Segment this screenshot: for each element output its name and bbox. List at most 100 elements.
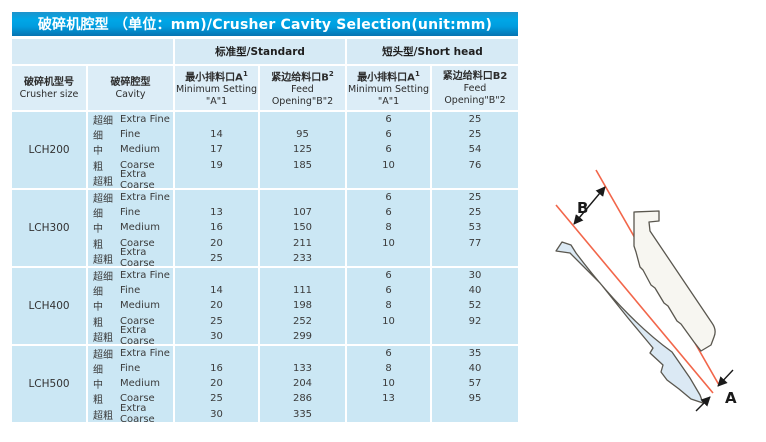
- cavity-cell: 粗 Coarse: [88, 235, 173, 251]
- cavity-cell: 中 Medium: [88, 142, 173, 158]
- standard-feed-opening: 252: [260, 313, 345, 329]
- shorthead-feed-opening: 40: [432, 283, 518, 299]
- cavity-en: Fine: [120, 363, 141, 375]
- standard-min-setting: 25: [175, 313, 258, 329]
- cavity-zh: 中: [93, 224, 103, 236]
- shorthead-min-setting: 8: [347, 298, 430, 314]
- cavity-zh: 细: [93, 287, 103, 299]
- standard-min-setting: 16: [175, 220, 258, 236]
- column-header-6: 紧边给料口B2 Feed Opening"B"2: [432, 66, 518, 110]
- dimension-a-label: A: [725, 389, 737, 407]
- standard-feed-opening: [260, 345, 345, 361]
- shorthead-feed-opening: 25: [432, 112, 518, 128]
- cavity-cell: 超粗 Extra Coarse: [88, 247, 173, 269]
- column-header-en: Feed: [463, 82, 487, 94]
- group-header-standard: 标准型/Standard: [175, 39, 345, 64]
- standard-min-setting: 16: [175, 361, 258, 377]
- shorthead-min-setting: 6: [347, 205, 430, 221]
- cavity-zh: 粗: [93, 317, 103, 329]
- crusher-cavity-diagram: B A: [555, 169, 737, 412]
- cavity-zh: 超细: [93, 349, 113, 361]
- standard-feed-opening: 185: [260, 157, 345, 173]
- shorthead-min-setting: [347, 250, 430, 266]
- cavity-zh: 超粗: [93, 410, 113, 422]
- shorthead-min-setting: [347, 406, 430, 422]
- standard-min-setting: 20: [175, 298, 258, 314]
- shorthead-min-setting: 6: [347, 189, 430, 206]
- standard-min-setting: [175, 189, 258, 206]
- standard-feed-opening: 299: [260, 328, 345, 344]
- column-header-1: 破碎机型号 Crusher size: [12, 66, 86, 110]
- cavity-en: Coarse: [120, 393, 155, 405]
- model-section-LCH200: LCH200 超细 Extra Fine 6 25 细 Fine 14 95 6 25 中 Medium…: [12, 112, 518, 191]
- standard-feed-opening: 107: [260, 205, 345, 221]
- standard-min-setting: 14: [175, 127, 258, 143]
- standard-feed-opening: 150: [260, 220, 345, 236]
- column-header-3: 最小排料口A1 Minimum Setting "A"1: [175, 66, 258, 110]
- cavity-zh: 细: [93, 209, 103, 221]
- shorthead-min-setting: 10: [347, 157, 430, 173]
- shorthead-min-setting: 13: [347, 391, 430, 407]
- cavity-en: Extra Fine: [120, 269, 170, 281]
- shorthead-min-setting: 8: [347, 220, 430, 236]
- standard-min-setting: 20: [175, 376, 258, 392]
- shorthead-feed-opening: 92: [432, 313, 518, 329]
- column-header-en: Minimum Setting: [347, 84, 430, 96]
- shorthead-min-setting: [347, 172, 430, 188]
- cavity-zh: 粗: [93, 161, 103, 173]
- cavity-en: Medium: [120, 222, 160, 234]
- shorthead-feed-opening: 76: [432, 157, 518, 173]
- shorthead-min-setting: 6: [347, 345, 430, 361]
- concave-liner-shape: [633, 210, 716, 352]
- standard-min-setting: 14: [175, 283, 258, 299]
- standard-min-setting: 17: [175, 142, 258, 158]
- cavity-cell: 粗 Coarse: [88, 157, 173, 173]
- column-header-en: Crusher size: [19, 88, 79, 100]
- cavity-cell: 超细 Extra Fine: [88, 189, 173, 206]
- model-section-LCH500: LCH500 超细 Extra Fine 6 35 细 Fine 16 133 8 40 中 Mediu…: [12, 345, 518, 425]
- model-cell: LCH300: [12, 189, 86, 266]
- standard-min-setting: 19: [175, 157, 258, 173]
- standard-feed-opening: [260, 112, 345, 128]
- standard-min-setting: [175, 172, 258, 188]
- cavity-zh: 细: [93, 131, 103, 143]
- standard-feed-opening: 95: [260, 127, 345, 143]
- cavity-en: Medium: [120, 144, 160, 156]
- column-header-5: 最小排料口A1 Minimum Setting "A"1: [347, 66, 430, 110]
- shorthead-feed-opening: [432, 328, 518, 344]
- standard-feed-opening: 335: [260, 406, 345, 422]
- cavity-cell: 超粗 Extra Coarse: [88, 403, 173, 425]
- cavity-en: Fine: [120, 285, 141, 297]
- model-section-LCH300: LCH300 超细 Extra Fine 6 25 细 Fine 13 107 6 25 中 Mediu…: [12, 189, 518, 269]
- cavity-en: Extra Fine: [120, 192, 170, 204]
- cavity-cell: 超细 Extra Fine: [88, 267, 173, 284]
- model-cell: LCH500: [12, 345, 86, 422]
- shorthead-min-setting: 8: [347, 361, 430, 377]
- shorthead-feed-opening: 25: [432, 189, 518, 206]
- standard-min-setting: 30: [175, 406, 258, 422]
- standard-min-setting: [175, 345, 258, 361]
- dimension-a-leader-upper: [717, 369, 734, 387]
- shorthead-feed-opening: 30: [432, 267, 518, 284]
- table-body: LCH200 超细 Extra Fine 6 25 细 Fine 14 95 6 25 中 Medium…: [12, 112, 518, 425]
- dimension-b-label: B: [577, 199, 588, 217]
- shorthead-feed-opening: [432, 406, 518, 422]
- cavity-zh: 超细: [93, 271, 113, 283]
- cavity-en: Extra Fine: [120, 114, 170, 126]
- standard-feed-opening: [260, 267, 345, 284]
- shorthead-feed-opening: 95: [432, 391, 518, 407]
- feed-opening-line-left: [555, 204, 714, 394]
- standard-feed-opening: 133: [260, 361, 345, 377]
- cavity-cell: 超粗 Extra Coarse: [88, 169, 173, 191]
- cavity-cell: 细 Fine: [88, 205, 173, 221]
- cavity-en: Fine: [120, 129, 141, 141]
- cavity-cell: 中 Medium: [88, 298, 173, 314]
- standard-min-setting: 30: [175, 328, 258, 344]
- cavity-cell: 超细 Extra Fine: [88, 112, 173, 128]
- cavity-zh: 超粗: [93, 176, 113, 188]
- cavity-cell: 超粗 Extra Coarse: [88, 325, 173, 347]
- cavity-zh: 中: [93, 146, 103, 158]
- cavity-en: Medium: [120, 300, 160, 312]
- column-header-en: Minimum Setting: [175, 84, 258, 96]
- column-header-zh: 紧边给料口B2: [271, 69, 334, 84]
